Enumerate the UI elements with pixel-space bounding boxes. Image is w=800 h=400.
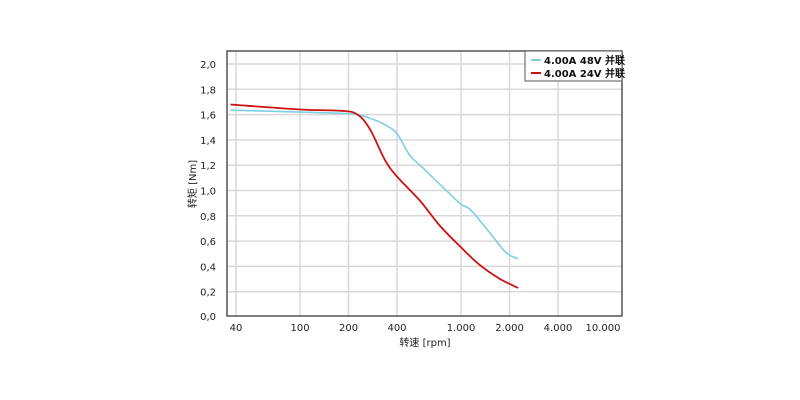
x-tick-label: 10.000 xyxy=(586,323,621,334)
legend-label-48v: 4.00A 48V 并联 xyxy=(544,54,625,67)
data-series xyxy=(230,103,519,289)
y-tick-label: 0,4 xyxy=(200,262,216,273)
y-tick-label: 1,0 xyxy=(200,187,216,198)
y-axis-ticks: 0,0 0,2 0,4 0,6 0,8 1,0 1,2 1,4 1,6 1,8 2,0 xyxy=(200,60,216,323)
y-tick-label: 1,8 xyxy=(200,85,216,96)
y-tick-label: 0,6 xyxy=(200,237,216,248)
x-tick-label: 400 xyxy=(387,323,406,334)
y-tick-label: 1,6 xyxy=(200,111,216,122)
x-tick-label: 2.000 xyxy=(495,323,524,334)
y-tick-label: 1,2 xyxy=(200,161,216,172)
y-tick-label: 2,0 xyxy=(200,60,216,71)
x-tick-label: 100 xyxy=(291,323,310,334)
x-tick-label: 4.000 xyxy=(544,323,573,334)
y-tick-label: 0,8 xyxy=(200,212,216,223)
legend-box xyxy=(524,50,623,82)
y-tick-label: 0,2 xyxy=(200,288,216,299)
x-tick-label: 1.000 xyxy=(447,323,476,334)
x-tick-label: 40 xyxy=(230,323,243,334)
y-tick-label: 1,4 xyxy=(200,136,216,147)
x-tick-label: 200 xyxy=(339,323,358,334)
legend: 4.00A 48V 并联 4.00A 24V 并联 xyxy=(524,50,625,82)
y-axis-label: 转矩 [Nm] xyxy=(186,160,199,208)
x-axis-label: 转速 [rpm] xyxy=(399,336,450,349)
plot-frame xyxy=(226,50,623,317)
series-48v-line xyxy=(230,109,519,260)
y-tick-label: 0,0 xyxy=(200,312,216,323)
x-axis-ticks: 40 100 200 400 1.000 2.000 4.000 10.000 xyxy=(230,323,621,334)
grid-lines xyxy=(227,51,622,316)
legend-label-24v: 4.00A 24V 并联 xyxy=(544,67,625,80)
series-24v-line xyxy=(230,103,519,289)
